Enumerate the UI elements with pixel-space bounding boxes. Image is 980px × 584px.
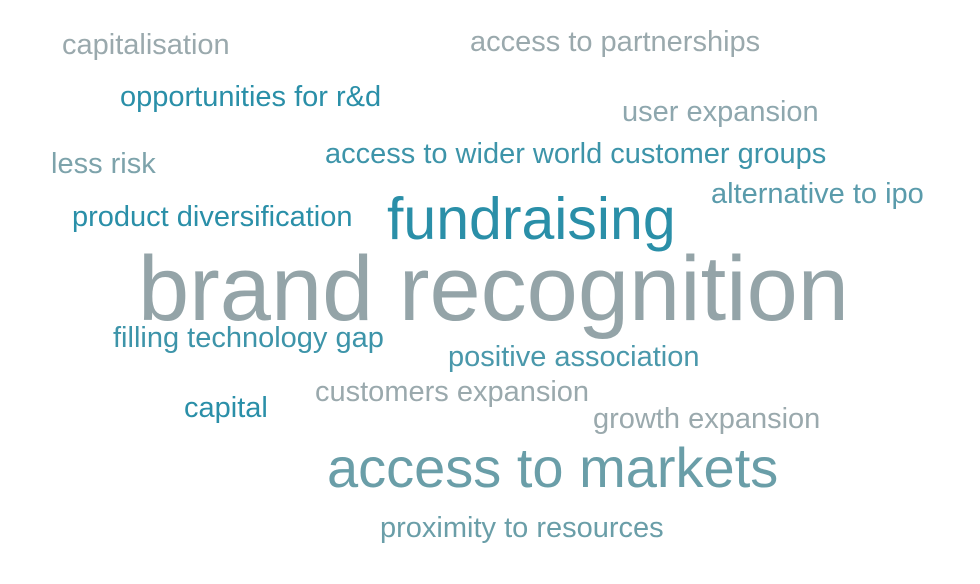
word-alternative-to-ipo: alternative to ipo (711, 178, 924, 210)
word-less-risk: less risk (51, 148, 156, 180)
word-proximity-to-resources: proximity to resources (380, 512, 664, 544)
word-growth-expansion: growth expansion (593, 403, 821, 435)
word-positive-association: positive association (448, 341, 700, 373)
word-access-to-partnerships: access to partnerships (470, 26, 761, 58)
word-access-to-wider-world-customer-groups: access to wider world customer groups (325, 138, 827, 170)
word-filling-technology-gap: filling technology gap (113, 322, 384, 354)
word-opportunities-for-rd: opportunities for r&d (120, 81, 382, 113)
word-user-expansion: user expansion (622, 96, 819, 128)
word-product-diversification: product diversification (72, 201, 353, 233)
word-capitalisation: capitalisation (62, 29, 230, 61)
word-fundraising: fundraising (387, 186, 676, 252)
word-access-to-markets: access to markets (327, 436, 779, 499)
word-brand-recognition: brand recognition (138, 238, 849, 340)
word-capital: capital (184, 392, 268, 424)
word-customers-expansion: customers expansion (315, 376, 590, 408)
